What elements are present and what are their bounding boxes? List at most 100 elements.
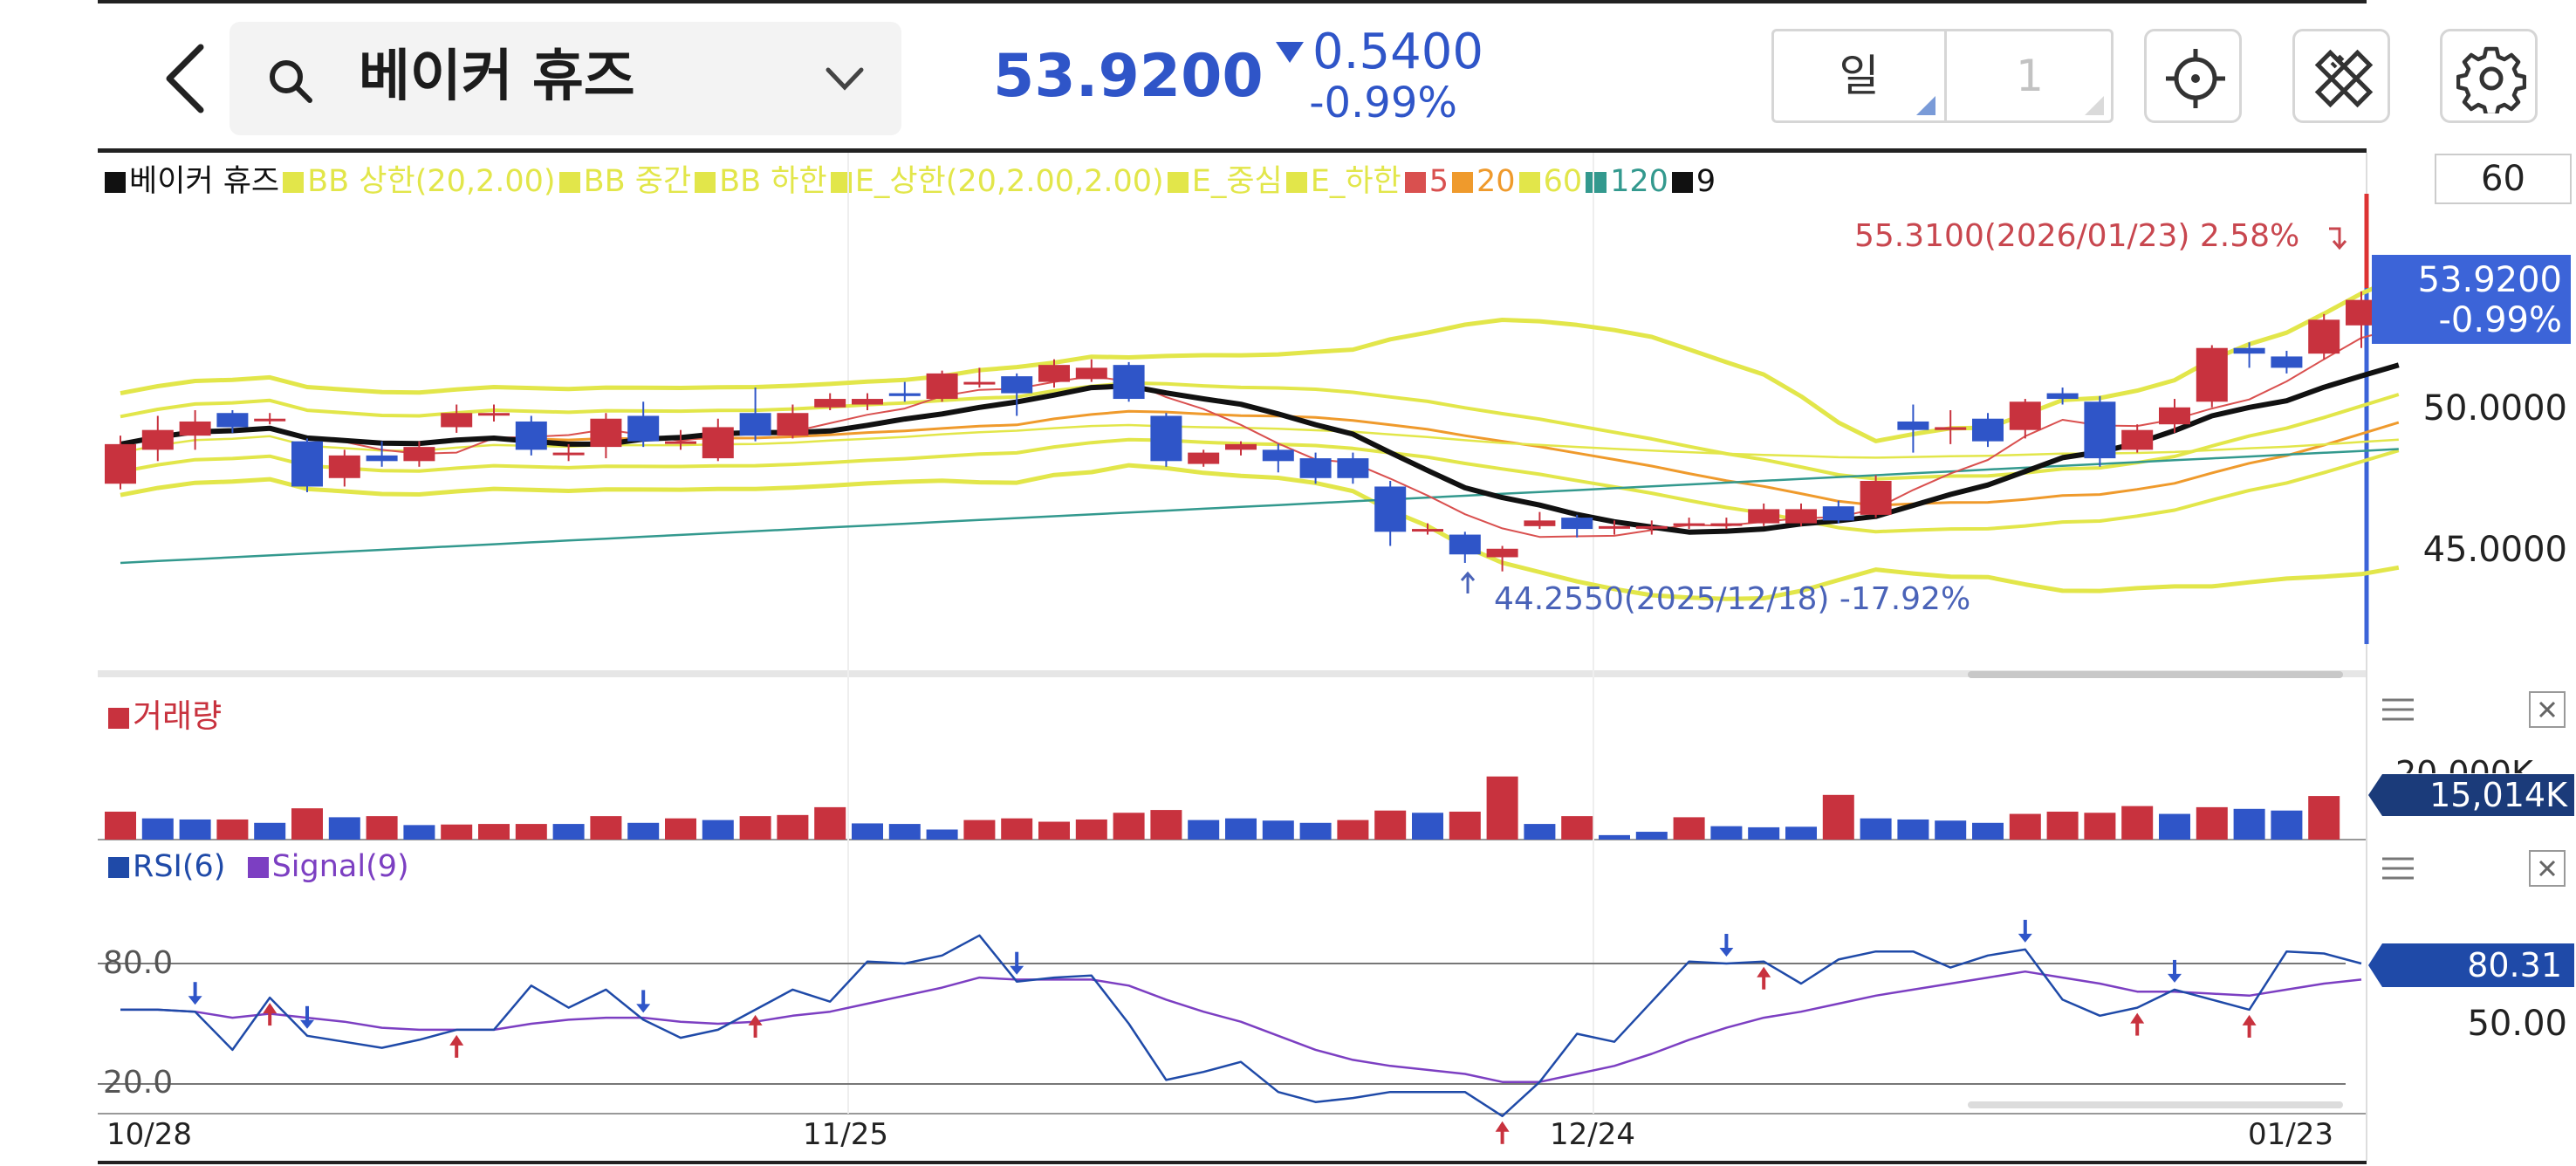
volume-bar	[515, 824, 547, 840]
volume-bar	[552, 824, 585, 840]
candle-body	[1262, 449, 1294, 462]
sell-arrow-head	[636, 1004, 651, 1013]
candle-body	[739, 413, 771, 436]
volume-bar	[1524, 824, 1556, 840]
candle-body	[1374, 486, 1407, 532]
candle-body	[926, 373, 958, 400]
candle-body	[1822, 506, 1854, 521]
drawing-tools-button[interactable]	[2292, 29, 2390, 123]
buy-arrow-head	[2242, 1014, 2257, 1025]
signal-line	[120, 970, 2362, 1083]
chevron-down-icon[interactable]	[823, 61, 867, 96]
volume-bar	[1897, 819, 1929, 840]
candle-body	[814, 399, 846, 408]
legend-swatch	[1671, 172, 1693, 193]
rsi-line	[120, 934, 2362, 1118]
ma120-line	[120, 448, 2399, 565]
candle-body	[1561, 518, 1593, 530]
ruler-pencil-icon	[2314, 49, 2374, 108]
volume-bar	[1412, 813, 1443, 840]
candle-body	[1635, 525, 1668, 529]
legend-swatch	[1167, 172, 1189, 193]
candle-body	[328, 455, 360, 478]
rsi-level-low-label: 20.0	[103, 1065, 174, 1101]
rsi-close-icon[interactable]	[2529, 850, 2566, 887]
candle-body	[2233, 347, 2265, 354]
volume-bar	[2009, 813, 2041, 840]
legend-label: 베이커 휴즈	[129, 164, 280, 199]
legend-item: 베이커 휴즈	[105, 164, 279, 199]
gear-icon	[2456, 46, 2526, 113]
candle-body	[1075, 367, 1107, 380]
volume-bar	[254, 822, 286, 840]
candle-body	[1001, 376, 1033, 394]
ma9-line	[120, 362, 2400, 535]
rsi-menu-icon[interactable]	[2381, 855, 2415, 881]
candle-body	[1860, 481, 1892, 515]
volume-bar	[627, 822, 660, 840]
volume-bar	[179, 819, 211, 840]
volume-bar	[105, 812, 136, 840]
envelope-lower-line	[120, 437, 2400, 534]
candle-body	[478, 413, 510, 416]
volume-bar	[2308, 796, 2340, 840]
volume-bar	[478, 824, 510, 840]
x-tick-2: 11/25	[803, 1117, 888, 1152]
volume-bar	[1001, 818, 1033, 840]
candle-body	[366, 455, 398, 462]
y-axis-max-input[interactable]: 60	[2435, 154, 2572, 204]
candle-body	[852, 399, 883, 405]
legend-swatch	[695, 172, 716, 193]
volume-bar	[441, 824, 473, 840]
change-percent: -0.99%	[1309, 79, 1457, 127]
change-value: 0.5400	[1312, 24, 1483, 80]
volume-bar	[1225, 818, 1257, 840]
volume-bar	[1673, 817, 1705, 840]
corner-indicator-icon	[2085, 96, 2104, 115]
period-selector: 일 1	[1771, 29, 2114, 123]
volume-bar	[2046, 812, 2079, 840]
sell-arrow-head	[1719, 948, 1734, 957]
candle-body	[105, 443, 136, 484]
candle-body	[1785, 509, 1817, 524]
candle-body	[2121, 429, 2154, 450]
volume-bar	[1748, 826, 1780, 840]
candle-body	[515, 421, 547, 450]
candle-body	[2159, 407, 2190, 425]
volume-bar	[1935, 820, 1967, 840]
volume-bar	[2159, 813, 2190, 840]
candle-body	[1710, 523, 1743, 526]
stock-name: 베이커 휴즈	[359, 45, 635, 109]
volume-bar	[1449, 812, 1481, 840]
period-value-label: 1	[2016, 51, 2044, 101]
volume-bars	[105, 776, 2340, 840]
crosshair-icon	[2166, 49, 2225, 108]
volume-swatch	[108, 708, 129, 729]
candle-body	[1299, 458, 1332, 478]
volume-close-icon[interactable]	[2529, 691, 2566, 728]
legend-swatch	[283, 172, 305, 193]
stock-search-box[interactable]: 베이커 휴즈	[230, 22, 901, 135]
legend-label: 20	[1476, 164, 1516, 199]
legend-swatch	[558, 172, 580, 193]
buy-arrow-head	[263, 1003, 277, 1014]
legend-label: 60	[1543, 164, 1583, 199]
crosshair-button[interactable]	[2144, 29, 2242, 123]
period-value-input[interactable]: 1	[1947, 31, 2113, 120]
volume-menu-icon[interactable]	[2381, 696, 2415, 723]
candle-body	[1972, 418, 2004, 442]
bottom-border	[98, 1161, 2367, 1164]
rsi-scrollbar	[1968, 1101, 2343, 1108]
period-unit-select[interactable]: 일	[1774, 31, 1947, 120]
volume-bar	[777, 814, 809, 840]
candle-body	[403, 447, 435, 462]
volume-bar	[590, 816, 622, 840]
buy-arrow-head	[1495, 1121, 1510, 1132]
volume-bar	[1599, 834, 1630, 840]
volume-bar	[1075, 819, 1107, 840]
back-button[interactable]	[148, 35, 227, 122]
legend-label: BB 하한	[719, 164, 827, 199]
rsi-last-tag: 80.31	[2368, 943, 2574, 987]
volume-bar	[2233, 808, 2265, 840]
settings-button[interactable]	[2440, 29, 2538, 123]
